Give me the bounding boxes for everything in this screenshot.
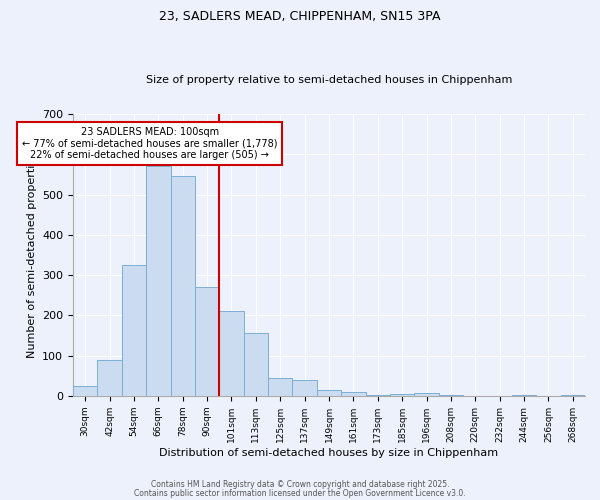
Text: 23 SADLERS MEAD: 100sqm
← 77% of semi-detached houses are smaller (1,778)
22% of: 23 SADLERS MEAD: 100sqm ← 77% of semi-de… xyxy=(22,127,278,160)
Bar xyxy=(219,312,244,396)
Bar xyxy=(97,360,122,396)
Text: 23, SADLERS MEAD, CHIPPENHAM, SN15 3PA: 23, SADLERS MEAD, CHIPPENHAM, SN15 3PA xyxy=(159,10,441,23)
Bar xyxy=(122,265,146,396)
Bar xyxy=(365,395,390,396)
Bar xyxy=(341,392,365,396)
Bar xyxy=(317,390,341,396)
Bar xyxy=(268,378,292,396)
Bar xyxy=(195,287,219,396)
Bar xyxy=(390,394,415,396)
Bar xyxy=(146,166,170,396)
Text: Contains HM Land Registry data © Crown copyright and database right 2025.: Contains HM Land Registry data © Crown c… xyxy=(151,480,449,489)
Text: Contains public sector information licensed under the Open Government Licence v3: Contains public sector information licen… xyxy=(134,488,466,498)
Bar xyxy=(244,334,268,396)
Bar xyxy=(415,392,439,396)
Title: Size of property relative to semi-detached houses in Chippenham: Size of property relative to semi-detach… xyxy=(146,76,512,86)
Y-axis label: Number of semi-detached properties: Number of semi-detached properties xyxy=(26,152,37,358)
Bar xyxy=(170,176,195,396)
X-axis label: Distribution of semi-detached houses by size in Chippenham: Distribution of semi-detached houses by … xyxy=(160,448,499,458)
Bar xyxy=(73,386,97,396)
Bar xyxy=(292,380,317,396)
